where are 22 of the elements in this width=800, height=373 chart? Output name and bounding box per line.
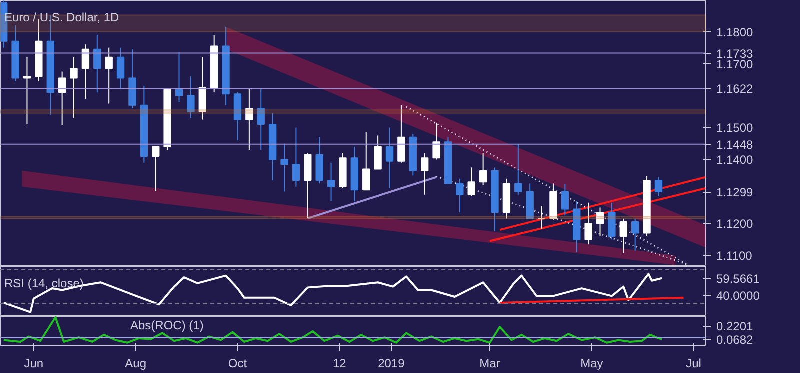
y-tick-label: 0.0682	[716, 333, 754, 348]
y-tick-label: 1.1500	[716, 121, 754, 136]
x-tick-label: Aug	[125, 356, 147, 370]
y-tick-label: 1.1622	[716, 82, 754, 96]
x-tick-label: Oct	[228, 356, 248, 370]
y-tick-label: 1.1100	[716, 249, 753, 264]
x-tick-label: 2019	[378, 356, 406, 370]
y-tick-label: 1.1448	[716, 138, 754, 152]
y-tick-label: 1.1400	[716, 153, 754, 168]
x-tick-label: Mar	[480, 356, 500, 370]
y-tick-label: 0.2201	[716, 320, 754, 334]
y-tick-label: 1.1299	[716, 186, 754, 200]
y-tick-label: 1.1200	[716, 217, 754, 232]
y-tick-label: 59.5661	[716, 272, 760, 286]
x-tick-label: 12	[332, 356, 347, 370]
y-tick-label: 40.0000	[716, 288, 760, 303]
x-tick-label: Jul	[686, 356, 702, 370]
text: RSI (14, close)	[4, 276, 84, 290]
y-tick-label: 1.1800	[716, 25, 754, 40]
x-tick-label: May	[580, 356, 604, 370]
x-tick-label: Jun	[24, 356, 44, 370]
chart-title: Abs(ROC) (1)	[130, 318, 204, 332]
